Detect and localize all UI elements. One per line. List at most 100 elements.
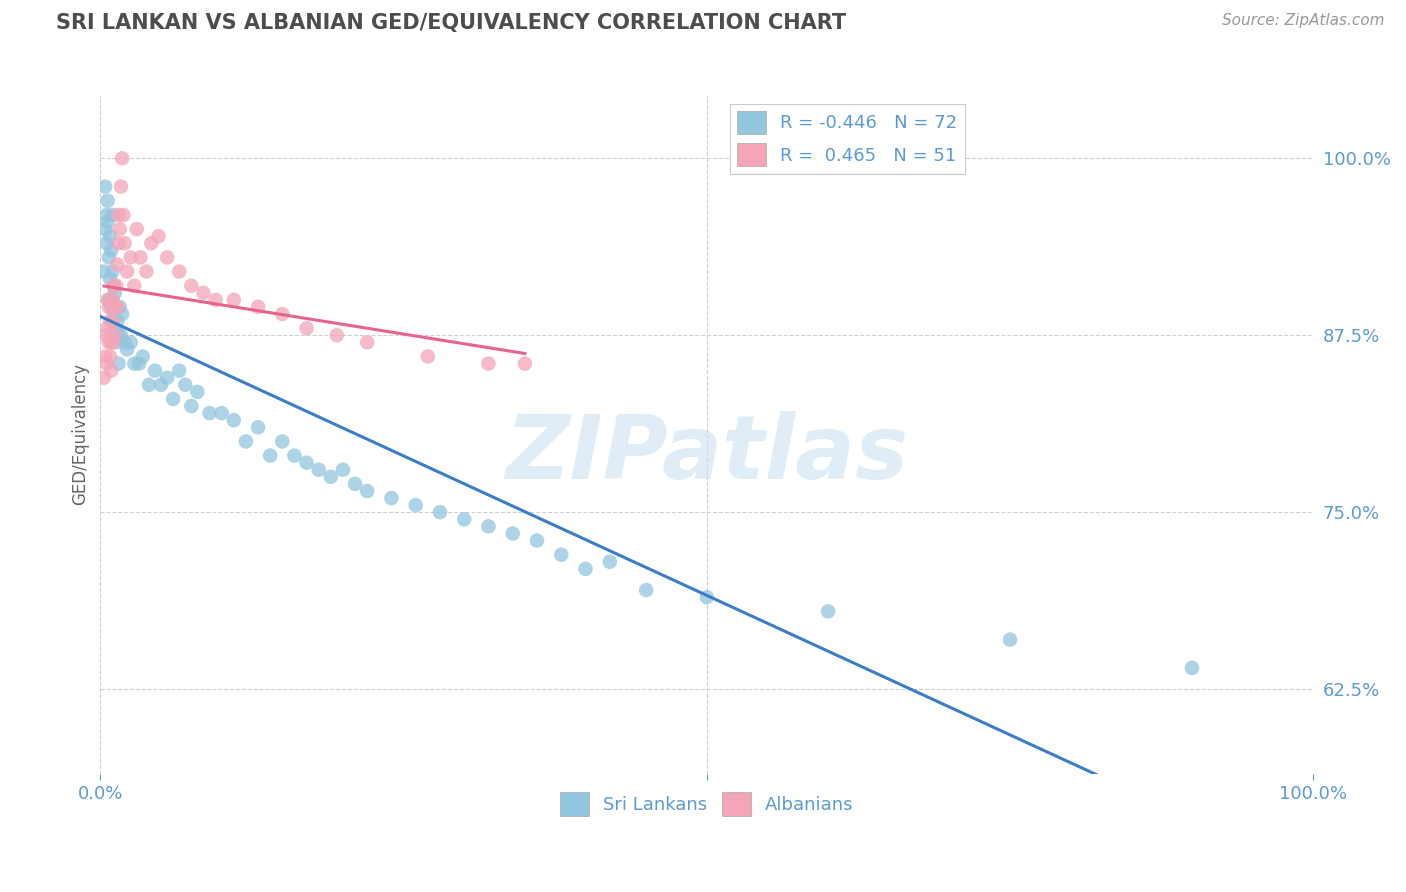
Point — [129, 251, 152, 265]
Point — [104, 285, 127, 300]
Point — [101, 314, 124, 328]
Point — [1181, 661, 1204, 675]
Point — [98, 271, 121, 285]
Point — [477, 519, 499, 533]
Point — [295, 321, 318, 335]
Point — [180, 399, 202, 413]
Point — [124, 357, 146, 371]
Point — [100, 244, 122, 258]
Point — [94, 222, 117, 236]
Point — [94, 350, 117, 364]
Point — [112, 208, 135, 222]
Point — [97, 300, 120, 314]
Point — [104, 300, 127, 314]
Point — [103, 300, 125, 314]
Point — [271, 307, 294, 321]
Point — [502, 526, 524, 541]
Point — [98, 350, 121, 364]
Point — [405, 498, 427, 512]
Point — [105, 314, 128, 328]
Point — [125, 222, 148, 236]
Text: Source: ZipAtlas.com: Source: ZipAtlas.com — [1222, 13, 1385, 29]
Point — [526, 533, 548, 548]
Point — [211, 406, 233, 420]
Point — [344, 477, 367, 491]
Point — [101, 293, 124, 307]
Point — [636, 583, 658, 598]
Point — [235, 434, 257, 449]
Point — [148, 229, 170, 244]
Point — [156, 251, 179, 265]
Point — [143, 364, 166, 378]
Point — [110, 328, 132, 343]
Point — [107, 357, 129, 371]
Point — [356, 483, 378, 498]
Text: SRI LANKAN VS ALBANIAN GED/EQUIVALENCY CORRELATION CHART: SRI LANKAN VS ALBANIAN GED/EQUIVALENCY C… — [56, 13, 846, 33]
Point — [477, 357, 499, 371]
Point — [105, 300, 128, 314]
Point — [696, 590, 718, 604]
Point — [356, 335, 378, 350]
Point — [380, 491, 402, 505]
Point — [107, 328, 129, 343]
Point — [283, 449, 305, 463]
Point — [222, 413, 245, 427]
Point — [271, 434, 294, 449]
Point — [128, 357, 150, 371]
Point — [574, 562, 596, 576]
Point — [97, 321, 120, 335]
Point — [97, 293, 120, 307]
Point — [259, 449, 281, 463]
Point — [107, 208, 129, 222]
Point — [105, 278, 128, 293]
Point — [198, 406, 221, 420]
Point — [817, 604, 839, 618]
Point — [319, 470, 342, 484]
Point — [96, 236, 118, 251]
Point — [100, 335, 122, 350]
Point — [222, 293, 245, 307]
Point — [108, 222, 131, 236]
Point — [104, 321, 127, 335]
Point — [115, 264, 138, 278]
Point — [98, 229, 121, 244]
Point — [107, 236, 129, 251]
Point — [111, 307, 134, 321]
Point — [132, 350, 155, 364]
Point — [97, 251, 120, 265]
Point — [120, 251, 142, 265]
Point — [998, 632, 1021, 647]
Point — [94, 179, 117, 194]
Point — [104, 328, 127, 343]
Point — [416, 350, 439, 364]
Point — [111, 151, 134, 165]
Point — [96, 328, 118, 343]
Point — [332, 463, 354, 477]
Point — [295, 456, 318, 470]
Point — [93, 264, 115, 278]
Point — [101, 293, 124, 307]
Point — [124, 278, 146, 293]
Point — [114, 335, 136, 350]
Point — [138, 377, 160, 392]
Point — [326, 328, 349, 343]
Point — [98, 314, 121, 328]
Point — [204, 293, 226, 307]
Point — [599, 555, 621, 569]
Point — [180, 278, 202, 293]
Point — [550, 548, 572, 562]
Point — [453, 512, 475, 526]
Legend: Sri Lankans, Albanians: Sri Lankans, Albanians — [553, 785, 860, 822]
Point — [105, 335, 128, 350]
Point — [167, 264, 190, 278]
Point — [100, 300, 122, 314]
Y-axis label: GED/Equivalency: GED/Equivalency — [72, 363, 89, 506]
Point — [96, 208, 118, 222]
Point — [97, 293, 120, 307]
Point — [103, 307, 125, 321]
Point — [141, 236, 163, 251]
Point — [135, 264, 157, 278]
Point — [103, 278, 125, 293]
Point — [186, 384, 208, 399]
Point — [247, 300, 270, 314]
